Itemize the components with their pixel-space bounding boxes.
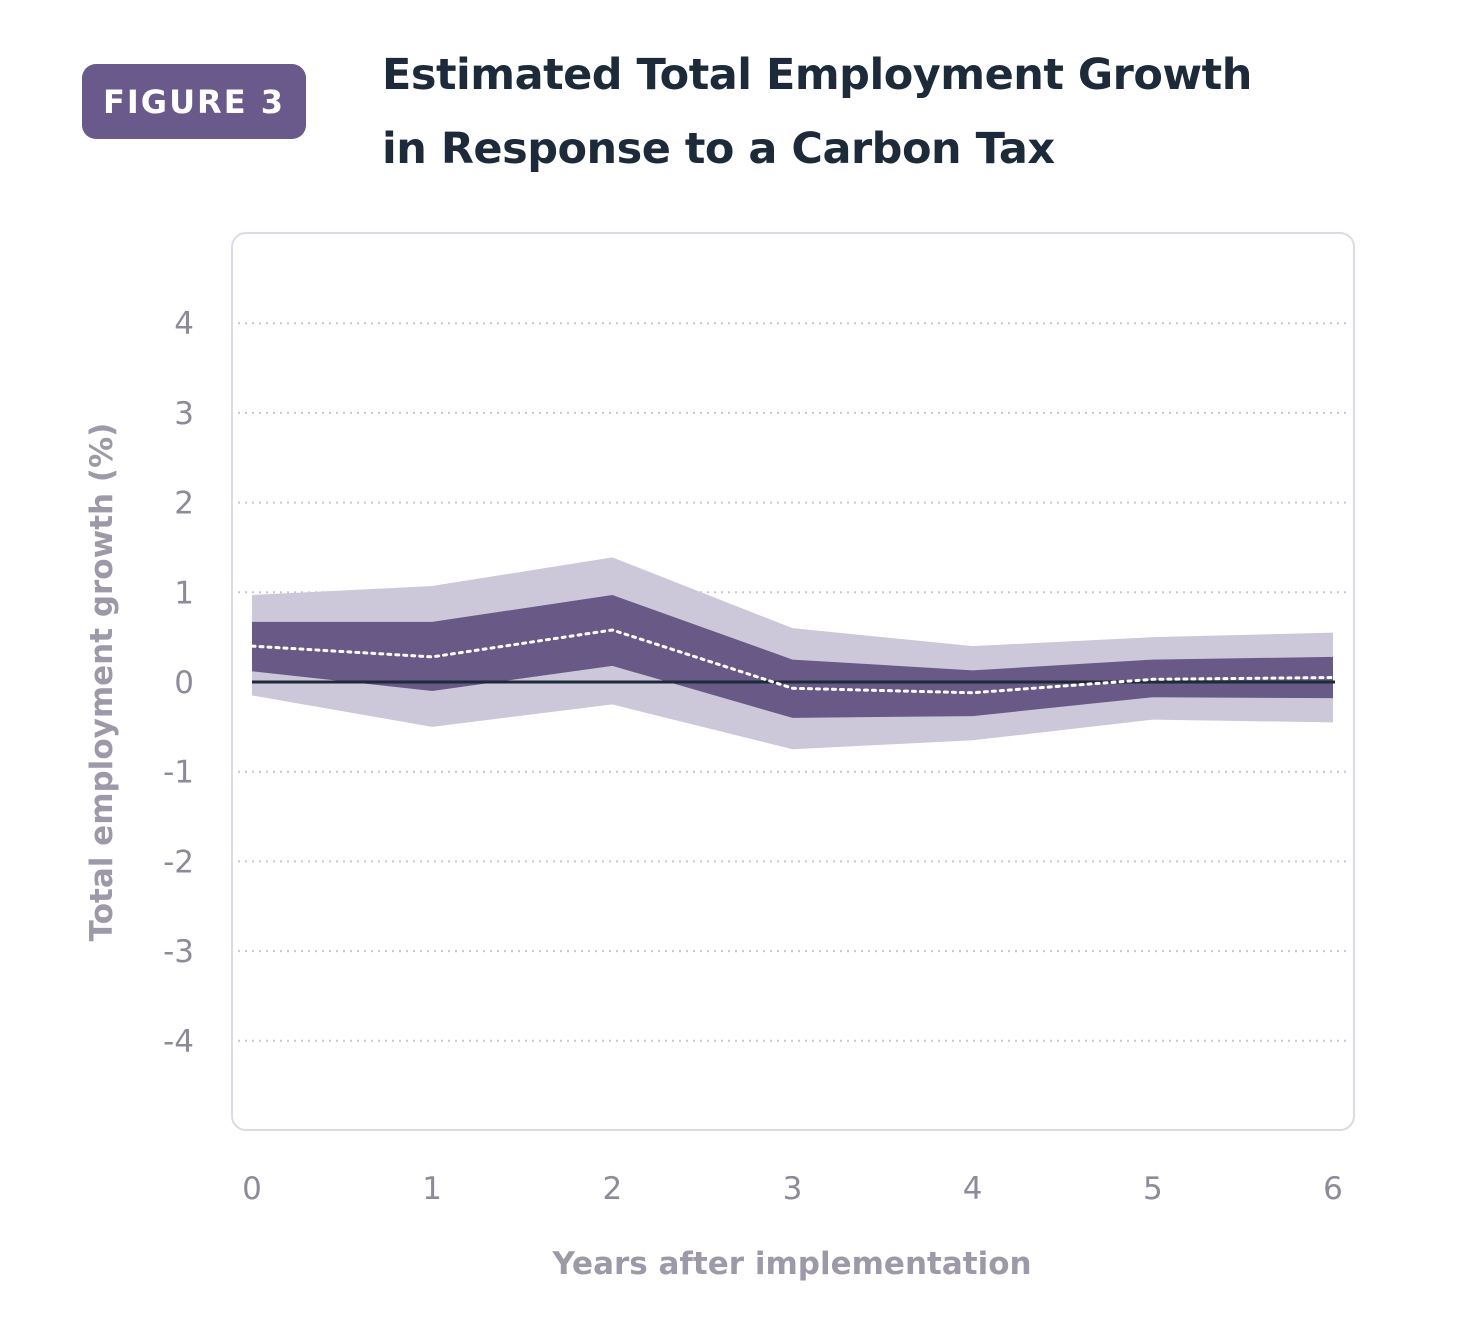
chart-title-line-2: in Response to a Carbon Tax	[382, 124, 1055, 174]
x-tick-label: 1	[422, 1171, 442, 1207]
inner-confidence-band	[252, 594, 1333, 718]
x-axis-label: Years after implementation	[551, 1246, 1031, 1282]
x-tick-label: 5	[1143, 1171, 1163, 1207]
lines	[250, 628, 1335, 695]
y-tick-label: -2	[163, 844, 194, 880]
y-axis-label: Total employment growth (%)	[84, 423, 120, 942]
figure-badge: FIGURE 3	[82, 64, 306, 139]
y-tick-label: -4	[163, 1024, 194, 1060]
y-tick-labels: 4 3 2 1 0 -1 -2 -3 -4	[163, 306, 194, 1060]
x-tick-label: 3	[783, 1171, 803, 1207]
x-tick-labels: 0 1 2 3 4 5 6	[242, 1171, 1343, 1207]
y-tick-label: 4	[174, 306, 194, 342]
y-tick-label: 0	[174, 665, 194, 701]
y-tick-label: 3	[174, 396, 194, 432]
chart-title: Estimated Total Employment Growth in Res…	[382, 38, 1382, 186]
y-tick-label: -1	[163, 755, 194, 791]
gridlines	[238, 322, 1348, 1042]
x-tick-label: 2	[602, 1171, 622, 1207]
y-tick-label: 1	[174, 575, 194, 611]
y-tick-label: -3	[163, 934, 194, 970]
x-tick-label: 4	[963, 1171, 983, 1207]
x-tick-label: 6	[1323, 1171, 1343, 1207]
confidence-bands	[252, 557, 1333, 750]
estimate-line	[250, 628, 1335, 695]
y-tick-label: 2	[174, 486, 194, 522]
chart-title-line-1: Estimated Total Employment Growth	[382, 50, 1252, 100]
x-tick-label: 0	[242, 1171, 262, 1207]
